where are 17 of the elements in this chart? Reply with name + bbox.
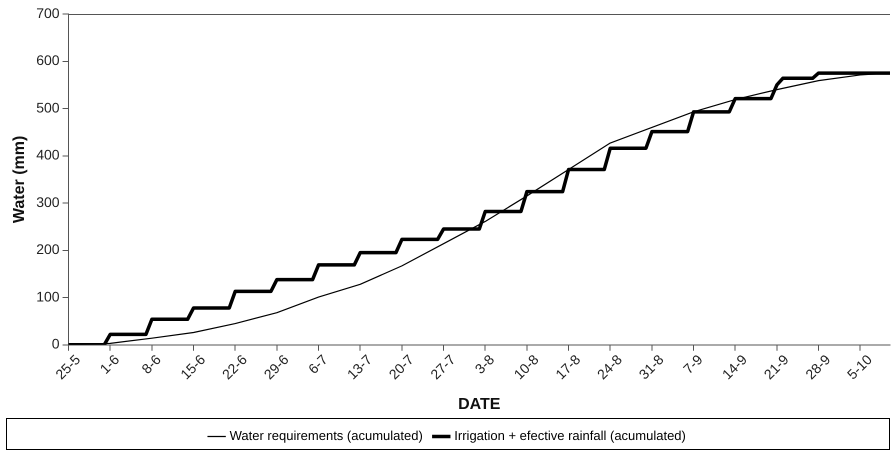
y-axis-title: Water (mm) — [11, 136, 28, 224]
y-tick-label: 600 — [36, 52, 60, 68]
y-tick-label: 400 — [36, 146, 60, 163]
x-tick-label: 8-6 — [138, 351, 164, 377]
legend-label: Water requirements (acumulated) — [230, 428, 423, 444]
y-tick-label: 700 — [36, 4, 60, 21]
legend-label: Irrigation + efective rainfall (acumulated) — [454, 428, 686, 444]
y-tick-label: 200 — [36, 241, 60, 258]
y-tick-label: 500 — [36, 99, 60, 116]
x-tick-label: 7-9 — [680, 351, 706, 377]
x-tick-label: 1-6 — [96, 351, 122, 377]
x-tick-label: 3-8 — [472, 351, 498, 377]
y-tick-label: 300 — [36, 194, 60, 210]
x-tick-label: 6-7 — [304, 351, 331, 377]
x-axis-title: DATE — [458, 396, 501, 413]
y-tick-label: 100 — [36, 288, 60, 304]
y-tick-label: 0 — [52, 336, 60, 352]
